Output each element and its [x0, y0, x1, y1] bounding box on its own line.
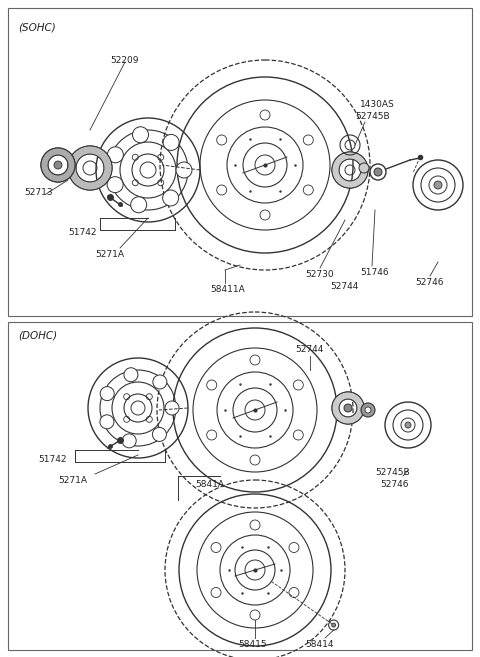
Text: 52745B: 52745B — [355, 112, 390, 121]
Text: 51742: 51742 — [38, 455, 67, 464]
Circle shape — [132, 127, 148, 143]
Circle shape — [165, 401, 179, 415]
Text: 51742: 51742 — [68, 228, 96, 237]
Text: 52209: 52209 — [110, 56, 139, 65]
Bar — [8, 322, 472, 650]
Text: 5841A: 5841A — [195, 480, 224, 489]
Text: 52713: 52713 — [24, 188, 53, 197]
Text: 58411A: 58411A — [210, 285, 245, 294]
Circle shape — [163, 135, 179, 150]
Text: 52746: 52746 — [415, 278, 444, 287]
Wedge shape — [332, 152, 368, 188]
Text: 58414: 58414 — [305, 640, 334, 649]
Circle shape — [124, 368, 138, 382]
Circle shape — [365, 407, 371, 413]
Circle shape — [344, 404, 352, 412]
Text: 5271A: 5271A — [95, 250, 124, 259]
Circle shape — [176, 162, 192, 178]
Circle shape — [122, 434, 136, 448]
Text: 1430AS: 1430AS — [360, 100, 395, 109]
Circle shape — [108, 147, 123, 163]
Circle shape — [100, 386, 114, 401]
Circle shape — [153, 375, 167, 389]
Text: 52746: 52746 — [380, 480, 408, 489]
Text: 52744: 52744 — [330, 282, 359, 291]
Circle shape — [374, 168, 382, 176]
Circle shape — [100, 415, 114, 429]
Text: 52745B: 52745B — [375, 468, 409, 477]
Text: 5271A: 5271A — [58, 476, 87, 485]
Circle shape — [54, 161, 62, 169]
Text: 52730: 52730 — [305, 270, 334, 279]
Circle shape — [361, 403, 375, 417]
Circle shape — [434, 181, 442, 189]
Circle shape — [131, 197, 147, 213]
Circle shape — [332, 623, 336, 627]
Wedge shape — [41, 148, 75, 182]
Circle shape — [359, 163, 369, 173]
Text: 51746: 51746 — [360, 268, 389, 277]
Text: 52744: 52744 — [295, 345, 324, 354]
Wedge shape — [68, 146, 112, 190]
Wedge shape — [332, 392, 364, 424]
Text: 58415: 58415 — [238, 640, 266, 649]
Circle shape — [405, 422, 411, 428]
Text: (SOHC): (SOHC) — [18, 22, 56, 32]
Circle shape — [152, 428, 167, 442]
Bar — [8, 8, 472, 316]
Circle shape — [107, 177, 123, 193]
Circle shape — [163, 190, 179, 206]
Text: (DOHC): (DOHC) — [18, 330, 57, 340]
